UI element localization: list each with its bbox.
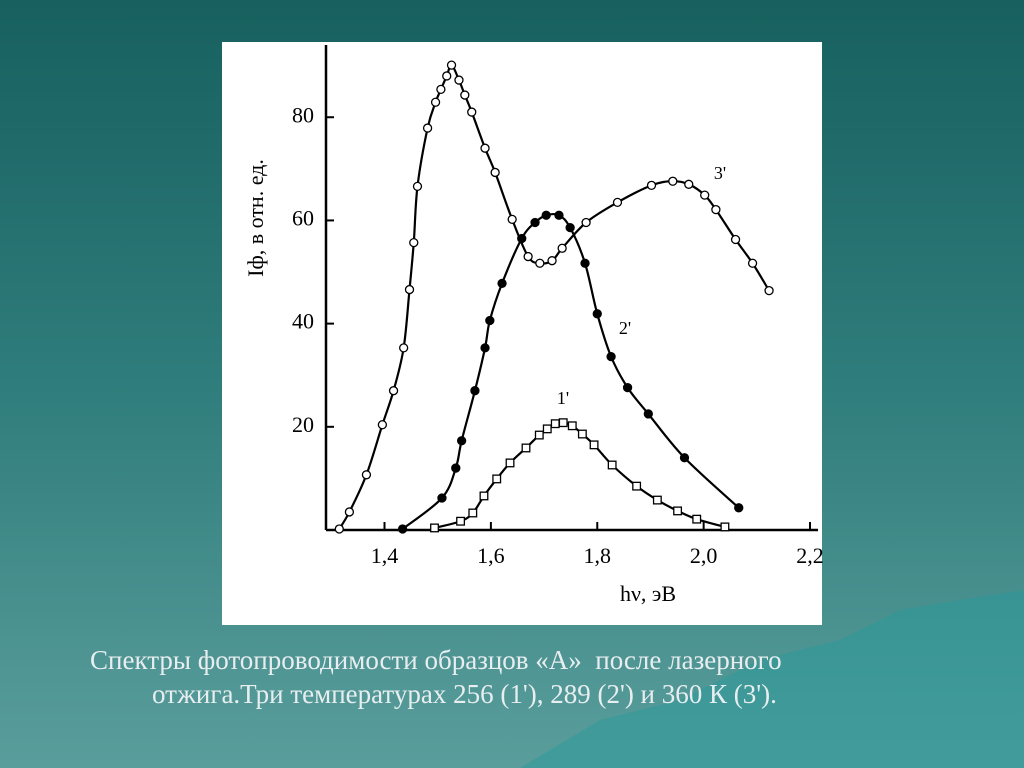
point bbox=[684, 179, 694, 189]
point bbox=[451, 463, 461, 473]
y-tick-label: 20 bbox=[292, 412, 314, 437]
point bbox=[404, 284, 415, 295]
point bbox=[554, 210, 564, 220]
point bbox=[334, 524, 344, 534]
point bbox=[534, 430, 544, 440]
point bbox=[607, 460, 617, 470]
point bbox=[581, 217, 591, 228]
point bbox=[409, 237, 419, 248]
point bbox=[577, 429, 587, 439]
point bbox=[567, 421, 577, 431]
point bbox=[521, 443, 531, 453]
point bbox=[456, 436, 467, 446]
caption-line: Спектры фотопроводимости образцов «А» по… bbox=[90, 645, 782, 675]
point bbox=[558, 418, 568, 428]
series-label: 1' bbox=[557, 388, 569, 408]
point bbox=[454, 75, 464, 85]
point bbox=[456, 516, 466, 526]
point bbox=[399, 343, 409, 353]
point bbox=[622, 382, 633, 393]
decor bbox=[520, 590, 1024, 768]
point bbox=[397, 524, 408, 534]
point bbox=[541, 210, 551, 220]
point bbox=[592, 309, 602, 319]
point bbox=[530, 217, 540, 228]
point bbox=[344, 507, 355, 517]
point bbox=[505, 458, 515, 468]
point bbox=[612, 197, 623, 208]
series-line bbox=[338, 64, 771, 530]
point bbox=[646, 180, 657, 190]
x-axis-title: hν, эВ bbox=[620, 581, 676, 606]
point bbox=[747, 258, 758, 268]
point bbox=[730, 234, 741, 245]
y-tick-label: 40 bbox=[292, 309, 314, 334]
point bbox=[764, 285, 774, 296]
point bbox=[565, 222, 575, 233]
x-tick-label: 2,0 bbox=[690, 543, 718, 568]
point bbox=[720, 522, 730, 532]
point bbox=[480, 343, 490, 353]
point bbox=[430, 97, 441, 107]
point bbox=[468, 508, 478, 518]
point bbox=[507, 214, 517, 225]
point bbox=[479, 491, 489, 501]
point bbox=[490, 167, 500, 178]
y-axis-title: Iф, в отн. ед. bbox=[243, 159, 268, 277]
y-tick-label: 60 bbox=[292, 205, 314, 230]
point bbox=[361, 470, 372, 480]
point bbox=[692, 514, 702, 524]
point bbox=[535, 258, 545, 268]
point bbox=[446, 60, 457, 70]
series-label: 3' bbox=[714, 163, 726, 183]
series-label: 2' bbox=[619, 318, 631, 338]
point bbox=[492, 474, 502, 484]
x-tick-label: 1,8 bbox=[584, 543, 612, 568]
point bbox=[734, 503, 744, 513]
point bbox=[550, 419, 560, 429]
point bbox=[422, 123, 433, 133]
point bbox=[542, 424, 552, 434]
point bbox=[673, 506, 683, 516]
point bbox=[589, 440, 599, 450]
point bbox=[557, 243, 567, 253]
point bbox=[377, 420, 388, 430]
point bbox=[437, 493, 447, 503]
point bbox=[606, 351, 616, 362]
point bbox=[388, 386, 399, 396]
point bbox=[436, 84, 446, 95]
point bbox=[485, 315, 495, 326]
point bbox=[470, 386, 480, 396]
caption-line: отжига.Три температурах 256 (1'), 289 (2… bbox=[152, 679, 777, 709]
x-tick-label: 1,4 bbox=[371, 543, 399, 568]
x-tick-label: 1,6 bbox=[477, 543, 505, 568]
point bbox=[523, 251, 533, 262]
point bbox=[700, 190, 710, 200]
point bbox=[668, 176, 678, 186]
y-tick-label: 80 bbox=[292, 102, 314, 127]
point bbox=[580, 258, 590, 268]
point bbox=[480, 143, 490, 153]
point bbox=[711, 204, 721, 215]
point bbox=[643, 409, 653, 419]
point bbox=[632, 481, 642, 491]
point bbox=[430, 523, 439, 533]
point bbox=[497, 278, 507, 289]
point bbox=[412, 181, 423, 192]
point bbox=[467, 107, 477, 117]
point bbox=[442, 71, 452, 81]
point bbox=[679, 453, 690, 463]
point bbox=[652, 495, 662, 505]
point bbox=[547, 256, 557, 266]
x-tick-label: 2,2 bbox=[796, 543, 824, 568]
point bbox=[460, 90, 470, 100]
